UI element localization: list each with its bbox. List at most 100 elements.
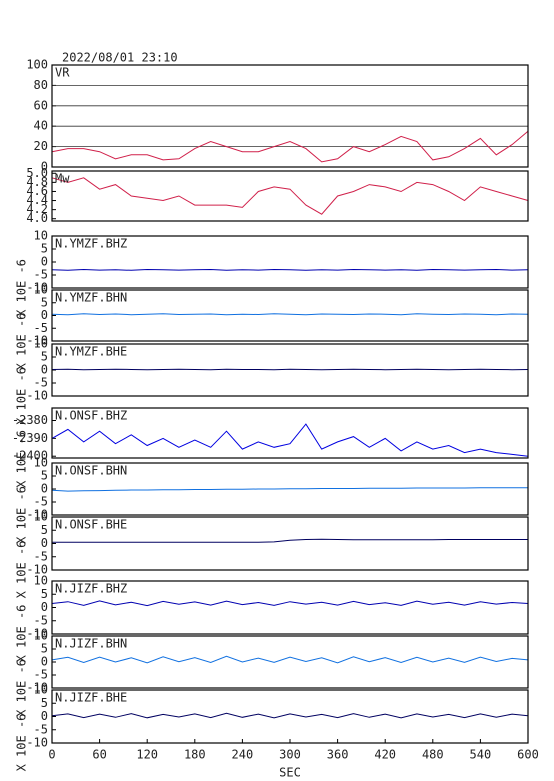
panel-frame [51,407,529,459]
x-tick-label: 600 [517,748,539,762]
x-tick-label: 420 [374,748,396,762]
y-axis-label: X 10E -6 [15,486,29,544]
y-tick-label: -2380 [12,413,48,427]
y-tick-label: -5 [34,268,48,282]
y-axis-label: X 10E -6 [15,605,29,663]
y-tick-label: 10 [34,574,48,588]
x-tick-label: 360 [327,748,349,762]
y-axis-label: X 10E -6 [15,259,29,317]
y-tick-label: -10 [26,281,48,295]
y-axis-label: X 10E -6 [15,659,29,717]
y-tick-label: 5 [41,587,48,601]
y-tick-label: -5 [34,376,48,390]
y-tick-label: -10 [26,508,48,522]
panel-label: VR [55,66,70,80]
x-tick-label: 240 [232,748,254,762]
panel-label: N.YMZF.BHE [55,345,127,359]
y-tick-label: 4.8 [26,175,48,189]
panel-frame [51,235,529,289]
panel-label: N.ONSF.BHE [55,518,127,532]
x-tick-label: 0 [48,748,55,762]
y-tick-label: -5 [34,613,48,627]
y-tick-label: -10 [26,389,48,403]
panel-frame [51,580,529,635]
y-tick-label: 5 [41,469,48,483]
y-tick-label: 5 [41,523,48,537]
y-tick-label: 10 [34,229,48,243]
y-tick-label: 0 [41,308,48,322]
y-tick-label: 5 [41,642,48,656]
y-tick-label: -5 [34,495,48,509]
y-tick-label: -10 [26,736,48,750]
y-tick-label: -5 [34,321,48,335]
x-axis-label: SEC [279,766,301,780]
y-tick-label: 10 [34,283,48,297]
y-axis-label: X 10E -6 [15,313,29,371]
y-tick-label: 20 [34,139,48,153]
y-tick-label: 40 [34,119,48,133]
y-tick-label: 60 [34,98,48,112]
y-tick-label: -10 [26,681,48,695]
panel-label: N.JIZF.BHZ [55,582,127,596]
x-tick-label: 180 [184,748,206,762]
y-tick-label: 0 [41,709,48,723]
y-axis-label: X 10E -6 [15,367,29,425]
panel-label: N.ONSF.BHN [55,464,127,478]
y-tick-label: -2390 [12,431,48,445]
trace [51,130,529,163]
trace [51,368,529,371]
trace [51,487,528,492]
y-tick-label: 10 [34,510,48,524]
y-tick-label: 0 [41,363,48,377]
y-tick-label: 0 [41,255,48,269]
y-tick-label: 5 [41,350,48,364]
panel-frame [51,635,529,689]
panel-label: Mw [55,172,70,186]
y-tick-label: 0 [41,600,48,614]
y-tick-label: 5 [41,242,48,256]
x-tick-label: 300 [279,748,301,762]
trace [51,313,529,316]
trace [51,655,529,664]
y-tick-label: -10 [26,627,48,641]
y-tick-label: 4.6 [26,184,48,198]
panel-label: N.ONSF.BHZ [55,409,127,423]
y-tick-label: 4.2 [26,202,48,216]
y-tick-label: 80 [34,78,48,92]
y-tick-label: 5 [41,295,48,309]
panel-label: N.JIZF.BHE [55,691,127,705]
panel-label: N.YMZF.BHZ [55,237,127,251]
y-tick-label: 0 [41,160,48,174]
chart-title: 2022/08/01 23:10 [62,51,178,65]
y-axis-label: X 10E -6 [15,541,29,599]
x-tick-label: 120 [136,748,158,762]
y-tick-label: 0 [41,482,48,496]
y-tick-label: 10 [34,337,48,351]
panel-frame [51,343,529,397]
y-tick-label: -2400 [12,449,48,463]
y-tick-label: -10 [26,563,48,577]
panel-frame [51,289,529,342]
y-tick-label: 10 [34,683,48,697]
panel-label: N.JIZF.BHN [55,637,127,651]
y-tick-label: 10 [34,629,48,643]
y-tick-label: -5 [34,668,48,682]
trace [51,268,529,271]
y-tick-label: 4.4 [26,193,48,207]
panel-label: N.YMZF.BHN [55,291,127,305]
y-tick-label: 10 [34,456,48,470]
x-tick-label: 480 [422,748,444,762]
y-axis-label: X 10E -6 [15,714,29,772]
y-tick-label: 0 [41,536,48,550]
trace [52,538,528,543]
trace [51,712,529,719]
panel-frame [51,64,529,168]
trace [51,423,529,457]
trace [51,177,529,215]
panel-frame [51,462,529,516]
y-tick-label: 5.0 [26,166,48,180]
panel-frame [51,170,529,222]
y-tick-label: 5 [41,696,48,710]
x-tick-label: 60 [92,748,106,762]
